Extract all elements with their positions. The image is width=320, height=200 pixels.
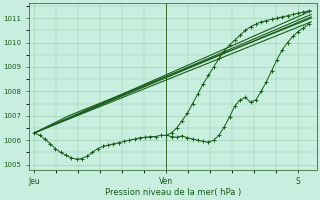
X-axis label: Pression niveau de la mer( hPa ): Pression niveau de la mer( hPa ) — [105, 188, 241, 197]
